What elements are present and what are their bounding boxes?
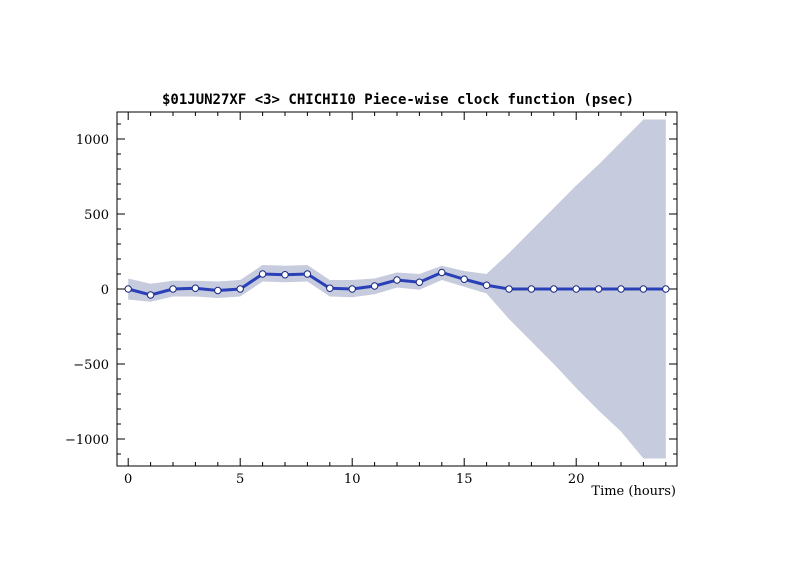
y-tick-label: 1000 (76, 133, 109, 148)
data-point (550, 285, 558, 293)
data-point (370, 282, 379, 290)
data-point (482, 281, 491, 289)
data-point (393, 276, 401, 284)
data-point (124, 285, 132, 293)
y-tick-label: −500 (73, 358, 109, 373)
data-point (527, 285, 536, 293)
chart-title: $01JUN27XF <3> CHICHI10 Piece-wise clock… (162, 92, 634, 108)
data-point (594, 285, 603, 293)
data-point (214, 286, 222, 295)
y-tick-label: 0 (101, 283, 109, 298)
y-tick-label: 500 (84, 208, 109, 223)
data-point (281, 271, 289, 279)
data-point (236, 285, 244, 293)
x-tick-label: 15 (456, 472, 473, 487)
data-point (303, 270, 312, 278)
data-point (639, 285, 648, 293)
data-point (617, 285, 625, 293)
data-point (505, 285, 513, 293)
data-point (348, 285, 356, 293)
x-axis-label: Time (hours) (591, 484, 676, 499)
data-point (662, 285, 670, 293)
x-tick-label: 20 (568, 472, 585, 487)
data-point (438, 268, 446, 277)
data-point (460, 275, 468, 283)
data-point (326, 284, 334, 292)
x-tick-label: 0 (124, 472, 132, 487)
x-tick-label: 5 (236, 472, 244, 487)
data-point (415, 278, 424, 286)
data-point (191, 284, 200, 292)
data-point (169, 285, 177, 293)
data-point (572, 285, 580, 293)
data-point (146, 291, 155, 299)
y-tick-label: −1000 (65, 433, 109, 448)
data-point (258, 270, 267, 278)
x-tick-label: 10 (344, 472, 361, 487)
